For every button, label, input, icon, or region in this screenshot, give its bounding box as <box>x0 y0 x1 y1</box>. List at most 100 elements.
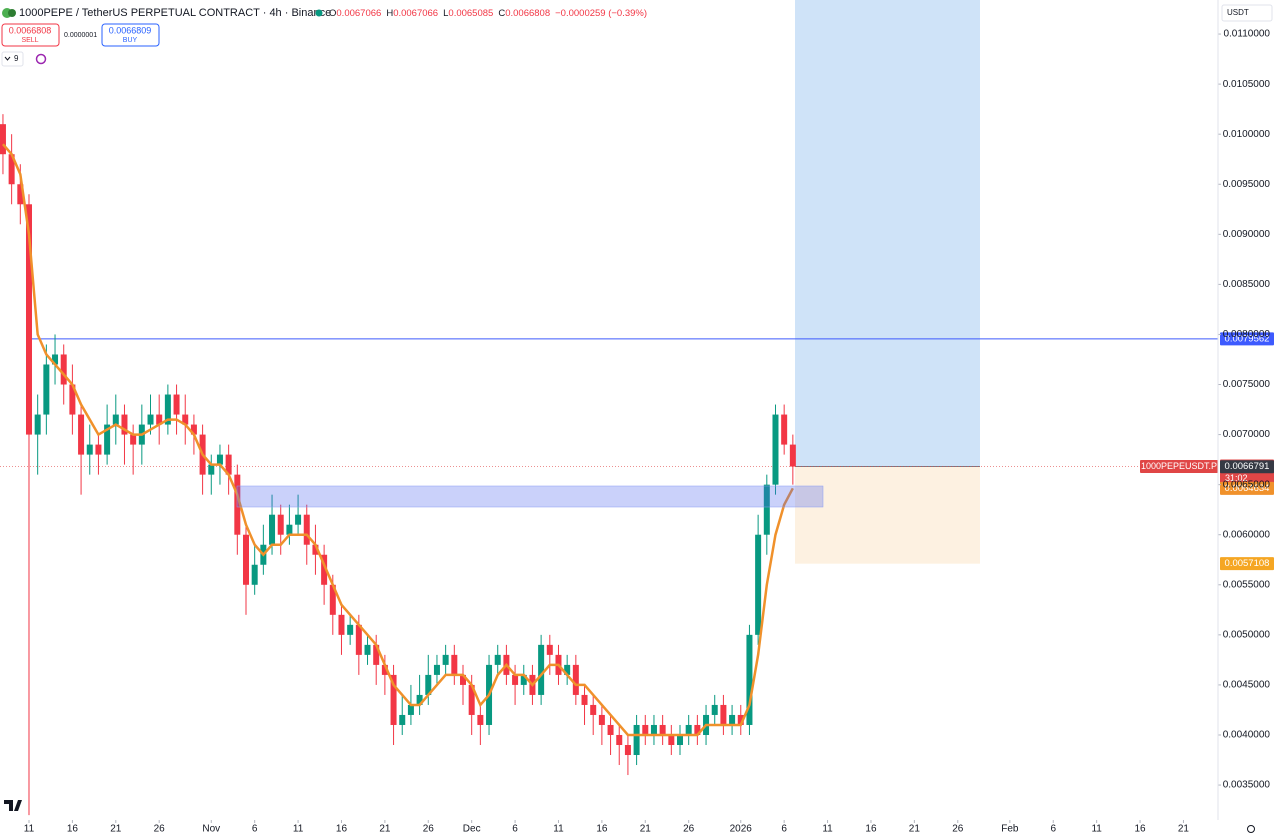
ohlc-change: −0.0000259 (−0.39%) <box>555 8 647 19</box>
buy-button[interactable] <box>101 23 160 47</box>
candle-body <box>295 514 302 525</box>
candle-body <box>277 514 284 535</box>
candle-body <box>78 414 85 455</box>
candle-body <box>607 724 614 735</box>
candle-body <box>164 394 171 425</box>
y-tick-label: 0.0085000 <box>1223 279 1271 290</box>
zone-box <box>236 485 824 508</box>
candle-body <box>442 654 449 665</box>
candle-body <box>216 454 223 465</box>
currency-select[interactable] <box>1221 4 1273 22</box>
candle-body <box>338 614 345 635</box>
candle-body <box>720 704 727 725</box>
ohlc-value: 0.0067066 <box>393 8 438 19</box>
x-tick-label: 6 <box>512 824 518 835</box>
candle-body <box>182 414 189 425</box>
candle-body <box>303 514 310 545</box>
candle-body <box>772 414 779 485</box>
indicators-toggle[interactable] <box>1 51 24 67</box>
candle-body <box>685 724 692 735</box>
candle-body <box>468 684 475 715</box>
candle-body <box>156 414 163 425</box>
y-tick-label: 0.0055000 <box>1223 579 1271 590</box>
candle-body <box>373 644 380 665</box>
x-tick-label: Dec <box>463 824 481 835</box>
candle-body <box>17 184 24 205</box>
plot-area <box>0 0 1218 816</box>
price-tag-label: 0.0079562 <box>1225 333 1270 344</box>
x-tick-label: 11 <box>293 824 304 835</box>
x-tick-label: 16 <box>336 824 348 835</box>
candle-body <box>512 674 519 685</box>
price-tag <box>1220 332 1274 346</box>
buy-price: 0.0066809 <box>109 25 152 35</box>
candle-body <box>789 444 796 467</box>
y-tick-label: 0.0060000 <box>1223 529 1271 540</box>
indicator-count: 9 <box>14 54 19 63</box>
x-tick-label: 16 <box>865 824 877 835</box>
candle-body <box>8 154 15 185</box>
x-tick-label: 16 <box>596 824 608 835</box>
x-tick-label: 26 <box>683 824 695 835</box>
ohlc-value: 0.0067066 <box>336 8 381 19</box>
candle-body <box>572 664 579 695</box>
candle-body <box>121 414 128 435</box>
candle-body <box>659 724 666 735</box>
candle-body <box>355 624 362 655</box>
x-tick-label: 6 <box>252 824 258 835</box>
candle-body <box>34 414 41 435</box>
candle-body <box>538 644 545 695</box>
candle-body <box>286 524 293 535</box>
candle-body <box>112 414 119 425</box>
x-tick-label: 21 <box>640 824 652 835</box>
candle-body <box>633 724 640 756</box>
countdown: 31:02 <box>1225 473 1248 483</box>
replay-icon[interactable] <box>35 53 47 65</box>
candle-body <box>763 484 770 535</box>
tv-logo[interactable] <box>4 800 22 811</box>
x-tick-label: 21 <box>379 824 391 835</box>
target-box <box>795 0 980 467</box>
symbol-tag-label: 1000PEPEUSDT.P <box>1141 461 1217 471</box>
candle-body <box>520 674 527 685</box>
candle-body <box>130 434 137 445</box>
candle-body <box>0 124 6 155</box>
price-tag-label: 0.0064634 <box>1225 483 1270 494</box>
symbol-tag <box>1140 460 1218 474</box>
x-tick-label: 21 <box>909 824 921 835</box>
y-tick-label: 0.0075000 <box>1223 379 1271 390</box>
candle-body <box>329 584 336 615</box>
y-tick-label: 0.0050000 <box>1223 629 1271 640</box>
y-tick-label: 0.0095000 <box>1223 179 1271 190</box>
x-tick-label: 11 <box>24 824 35 835</box>
ohlc-value: 0.0065085 <box>448 8 493 19</box>
x-tick-label: 26 <box>952 824 964 835</box>
x-tick-label: 11 <box>1091 824 1102 835</box>
candle-body <box>694 724 701 735</box>
y-tick-label: 0.0110000 <box>1223 29 1270 40</box>
sell-price: 0.0066808 <box>9 25 52 35</box>
x-tick-label: 16 <box>1134 824 1146 835</box>
status-dot <box>315 9 323 17</box>
ohlc-key: C <box>498 8 505 19</box>
sell-button[interactable] <box>1 23 60 47</box>
x-tick-label: 26 <box>154 824 166 835</box>
price-tag <box>1220 481 1274 495</box>
settings-icon[interactable] <box>1247 825 1255 833</box>
candle-body <box>104 424 111 455</box>
currency: USDT <box>1227 8 1249 17</box>
x-tick-label: Feb <box>1001 824 1019 835</box>
y-tick-label: 0.0045000 <box>1223 680 1271 691</box>
buy-label: BUY <box>123 37 138 44</box>
candle-body <box>321 554 328 585</box>
sell-label: SELL <box>21 37 38 44</box>
candle-body <box>381 664 388 675</box>
x-tick-label: Nov <box>202 824 220 835</box>
x-tick-label: 21 <box>110 824 122 835</box>
candle-body <box>52 354 59 365</box>
symbol-title[interactable]: 1000PEPE / TetherUS PERPETUAL CONTRACT ·… <box>19 7 331 19</box>
candle-body <box>60 354 67 385</box>
ohlc-values: O0.0067066 H0.0067066 L0.0065085 C0.0066808… <box>329 8 647 19</box>
candle-body <box>86 444 93 455</box>
